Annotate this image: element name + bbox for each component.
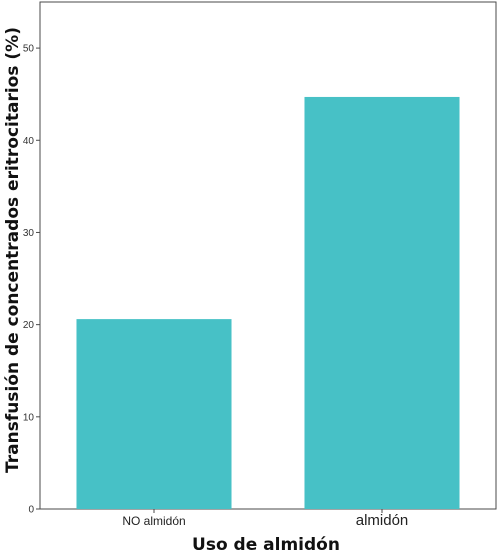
plot-frame xyxy=(39,1,497,510)
y-tick-label: 10 xyxy=(23,412,35,423)
y-tick-label: 20 xyxy=(23,320,35,331)
bar-0 xyxy=(76,319,232,509)
x-axis-categories: NO almidón almidón xyxy=(122,509,408,529)
y-tick-label: 40 xyxy=(23,136,35,147)
y-tick-label: 50 xyxy=(23,44,35,55)
x-axis-title: Uso de almidón xyxy=(192,535,340,555)
bars xyxy=(76,96,460,510)
x-category-label: NO almidón xyxy=(122,514,185,528)
y-axis-title: Transfusión de concentrados eritrocitari… xyxy=(3,27,23,473)
x-category-label: almidón xyxy=(356,512,409,529)
y-tick-label: 0 xyxy=(28,505,34,516)
y-tick-label: 30 xyxy=(23,228,35,239)
y-axis-ticks: 0 10 20 30 40 50 xyxy=(23,44,40,516)
bar-1 xyxy=(304,96,460,510)
